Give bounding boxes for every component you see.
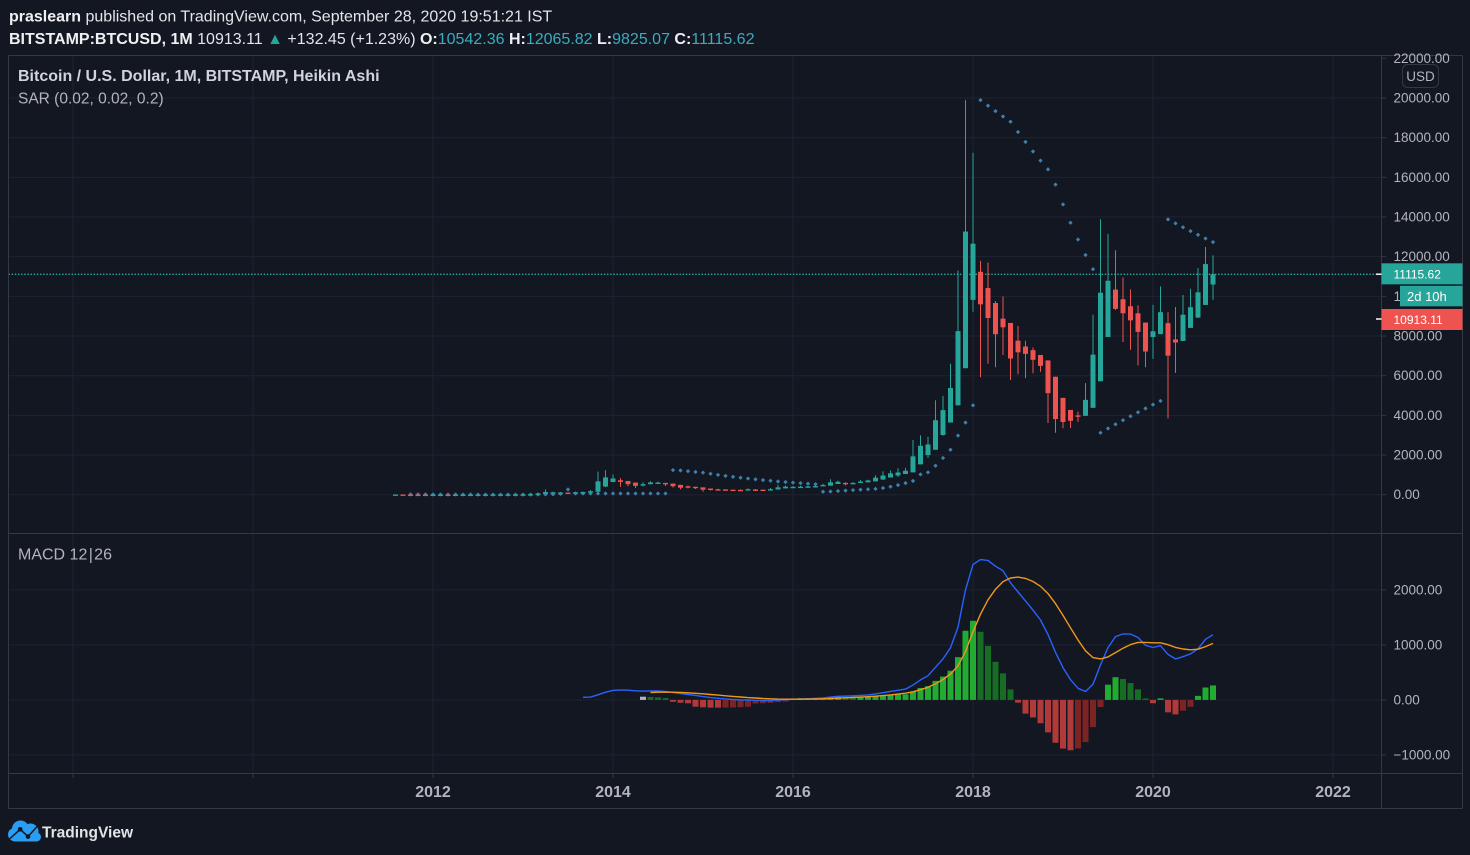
svg-text:2020: 2020 (1135, 784, 1171, 801)
svg-text:2018: 2018 (955, 784, 991, 801)
svg-text:2d 10h: 2d 10h (1407, 289, 1447, 304)
svg-text:SAR (0.02, 0.02, 0.2): SAR (0.02, 0.02, 0.2) (18, 91, 164, 108)
svg-text:22000.00: 22000.00 (1394, 51, 1450, 66)
svg-text:2000.00: 2000.00 (1394, 448, 1443, 463)
svg-text:2014: 2014 (595, 784, 631, 801)
svg-text:−1000.00: −1000.00 (1394, 747, 1451, 762)
svg-text:0.00: 0.00 (1394, 692, 1420, 707)
svg-text:2016: 2016 (775, 784, 811, 801)
svg-text:20000.00: 20000.00 (1394, 91, 1450, 106)
svg-text:MACD 12 | 26: MACD 12 | 26 (18, 547, 112, 564)
svg-text:2000.00: 2000.00 (1394, 582, 1443, 597)
svg-text:TradingView: TradingView (42, 825, 134, 842)
svg-text:1000.00: 1000.00 (1394, 637, 1443, 652)
svg-text:11115.62: 11115.62 (1394, 267, 1442, 281)
svg-text:BITSTAMP:BTCUSD, 1M 10913.11 ▲: BITSTAMP:BTCUSD, 1M 10913.11 ▲ +132.45 (… (9, 31, 755, 48)
svg-text:USD: USD (1406, 69, 1435, 84)
svg-text:0.00: 0.00 (1394, 487, 1420, 502)
svg-text:Bitcoin / U.S. Dollar, 1M, BIT: Bitcoin / U.S. Dollar, 1M, BITSTAMP, Hei… (18, 68, 380, 85)
svg-text:praslearn published on Trading: praslearn published on TradingView.com, … (9, 9, 552, 26)
svg-text:10913.11: 10913.11 (1394, 313, 1443, 327)
svg-text:4000.00: 4000.00 (1394, 408, 1443, 423)
svg-text:8000.00: 8000.00 (1394, 329, 1443, 344)
svg-text:14000.00: 14000.00 (1394, 210, 1450, 225)
svg-text:12000.00: 12000.00 (1394, 249, 1450, 264)
svg-text:18000.00: 18000.00 (1394, 130, 1450, 145)
svg-text:2012: 2012 (415, 784, 451, 801)
svg-text:2022: 2022 (1315, 784, 1351, 801)
svg-text:6000.00: 6000.00 (1394, 368, 1443, 383)
svg-text:16000.00: 16000.00 (1394, 170, 1450, 185)
